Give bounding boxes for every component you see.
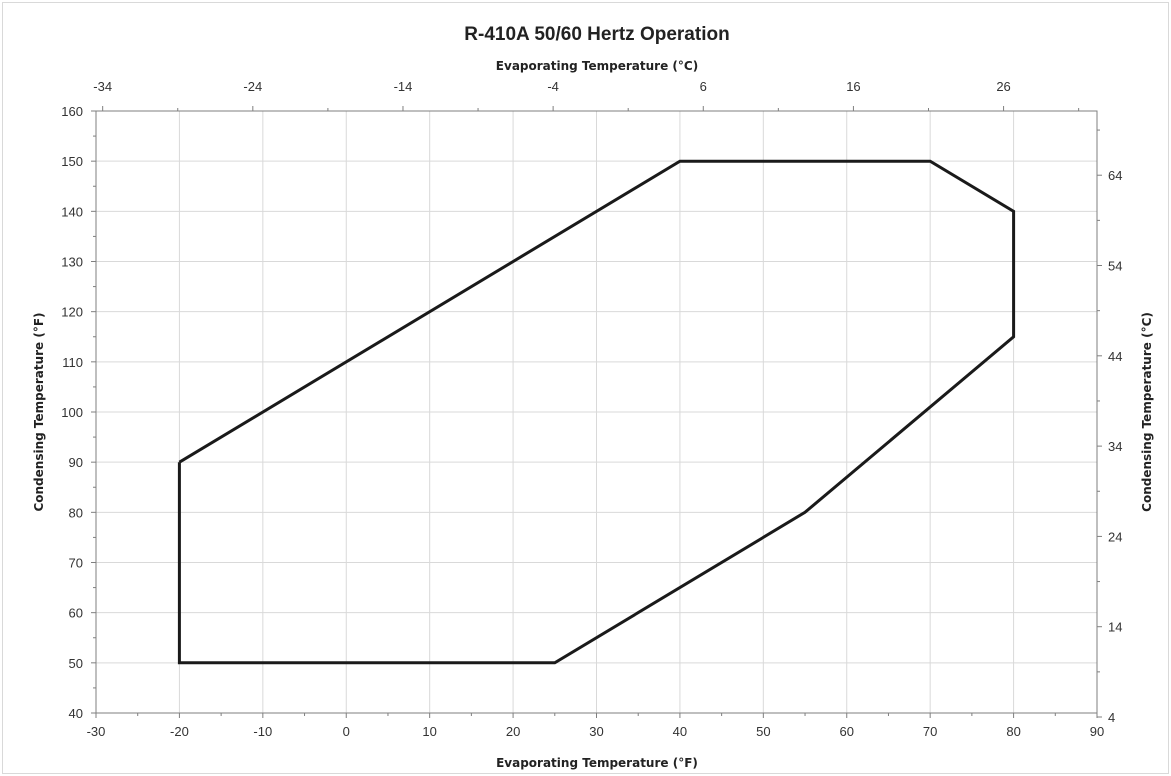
x2-tick-label: -24 [243,79,262,94]
x2-tick-label: -4 [547,79,559,94]
x2-tick-label: 16 [846,79,860,94]
y-tick-label: 70 [69,556,83,571]
y-tick-label: 50 [69,656,83,671]
y2-tick-label: 34 [1108,439,1122,454]
x2-tick-label: 6 [700,79,707,94]
chart-title: R-410A 50/60 Hertz Operation [464,24,729,45]
tick-labels: -30 -20 -10 0 10 20 30 40 50 60 70 80 90 40 50 60 70 80 90… [61,79,1122,739]
x-tick-label: -30 [87,724,106,739]
x-tick-label: 10 [422,724,436,739]
left-axis-title: Condensing Temperature (°F) [32,312,46,511]
x-tick-label: 0 [343,724,350,739]
y-tick-label: 150 [61,154,83,169]
operating-envelope-line [177,159,1016,665]
x-tick-label: -20 [170,724,189,739]
x-tick-label: 90 [1090,724,1104,739]
series-layer [177,159,1016,665]
y-tick-label: 130 [61,255,83,270]
y-tick-label: 140 [61,204,83,219]
y-tick-label: 160 [61,104,83,119]
y2-tick-label: 14 [1108,620,1122,635]
y-tick-label: 120 [61,305,83,320]
top-axis-title: Evaporating Temperature (°C) [496,59,698,73]
x-tick-label: 30 [589,724,603,739]
x-tick-label: 80 [1006,724,1020,739]
x2-tick-label: 26 [996,79,1010,94]
x-tick-label: 50 [756,724,770,739]
y-tick-label: 40 [69,706,83,721]
x2-tick-label: -34 [93,79,112,94]
x2-tick-label: -14 [394,79,413,94]
x-tick-label: 70 [923,724,937,739]
x-tick-label: 40 [673,724,687,739]
gridlines [96,111,1097,713]
y-tick-label: 100 [61,405,83,420]
y2-tick-label: 4 [1108,710,1115,725]
y2-tick-label: 54 [1108,259,1122,274]
right-axis-title: Condensing Temperature (°C) [1140,312,1154,512]
y-tick-label: 110 [62,355,83,370]
x-tick-label: -10 [253,724,272,739]
y-tick-label: 90 [69,455,83,470]
x-tick-label: 20 [506,724,520,739]
y2-tick-label: 44 [1108,349,1122,364]
y2-tick-label: 24 [1108,529,1122,544]
bottom-axis-title: Evaporating Temperature (°F) [496,756,698,770]
y2-tick-label: 64 [1108,168,1122,183]
y-tick-label: 80 [69,505,83,520]
y-tick-label: 60 [69,606,83,621]
x-tick-label: 60 [840,724,854,739]
